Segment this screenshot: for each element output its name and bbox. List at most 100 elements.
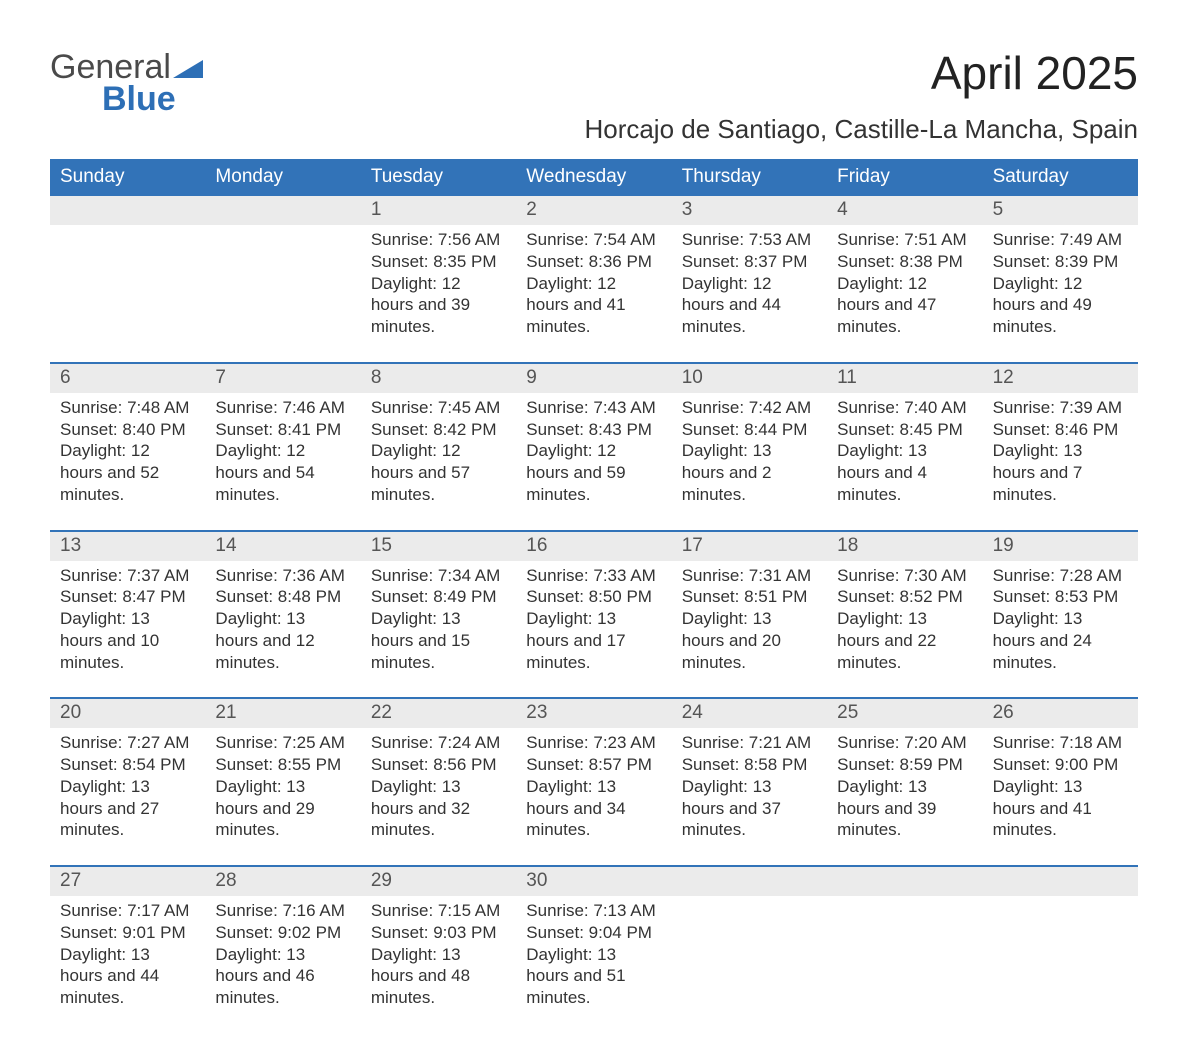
day-cell: Sunrise: 7:31 AMSunset: 8:51 PMDaylight:… [672,561,827,684]
sunset-line: Sunset: 8:37 PM [682,251,817,273]
daylight-line: Daylight: 13 hours and 22 minutes. [837,608,972,673]
day-cell: Sunrise: 7:49 AMSunset: 8:39 PMDaylight:… [983,225,1138,348]
daylight-line: Daylight: 13 hours and 17 minutes. [526,608,661,673]
daylight-line: Daylight: 13 hours and 29 minutes. [215,776,350,841]
dow-cell: Sunday [50,159,205,196]
day-cell: Sunrise: 7:16 AMSunset: 9:02 PMDaylight:… [205,896,360,1019]
daybody-row: Sunrise: 7:37 AMSunset: 8:47 PMDaylight:… [50,561,1138,684]
day-number: 29 [361,867,516,896]
sunset-line: Sunset: 8:39 PM [993,251,1128,273]
sunrise-line: Sunrise: 7:18 AM [993,732,1128,754]
day-number: 6 [50,364,205,393]
day-cell [50,225,205,348]
day-number: 5 [983,196,1138,225]
sunset-line: Sunset: 8:38 PM [837,251,972,273]
day-cell: Sunrise: 7:37 AMSunset: 8:47 PMDaylight:… [50,561,205,684]
calendar-page: General Blue April 2025 Horcajo de Santi… [0,0,1188,1059]
sunset-line: Sunset: 8:49 PM [371,586,506,608]
logo: General Blue [50,50,203,116]
daylight-line: Daylight: 13 hours and 46 minutes. [215,944,350,1009]
day-cell: Sunrise: 7:20 AMSunset: 8:59 PMDaylight:… [827,728,982,851]
daylight-line: Daylight: 13 hours and 37 minutes. [682,776,817,841]
dow-cell: Saturday [983,159,1138,196]
day-number: 21 [205,699,360,728]
page-title: April 2025 [584,50,1138,96]
day-number: 14 [205,532,360,561]
day-number: 25 [827,699,982,728]
daylight-line: Daylight: 13 hours and 2 minutes. [682,440,817,505]
sunset-line: Sunset: 9:00 PM [993,754,1128,776]
daylight-line: Daylight: 13 hours and 41 minutes. [993,776,1128,841]
dow-cell: Monday [205,159,360,196]
sunset-line: Sunset: 8:48 PM [215,586,350,608]
daylight-line: Daylight: 12 hours and 47 minutes. [837,273,972,338]
sunrise-line: Sunrise: 7:15 AM [371,900,506,922]
day-number: 1 [361,196,516,225]
day-number: 4 [827,196,982,225]
daylight-line: Daylight: 13 hours and 51 minutes. [526,944,661,1009]
calendar-week: 6789101112Sunrise: 7:48 AMSunset: 8:40 P… [50,362,1138,516]
calendar-grid: SundayMondayTuesdayWednesdayThursdayFrid… [50,159,1138,1019]
day-cell: Sunrise: 7:36 AMSunset: 8:48 PMDaylight:… [205,561,360,684]
dow-cell: Wednesday [516,159,671,196]
logo-text-1: General [50,50,171,84]
sunset-line: Sunset: 9:02 PM [215,922,350,944]
day-cell: Sunrise: 7:39 AMSunset: 8:46 PMDaylight:… [983,393,1138,516]
day-cell: Sunrise: 7:34 AMSunset: 8:49 PMDaylight:… [361,561,516,684]
sunrise-line: Sunrise: 7:46 AM [215,397,350,419]
day-cell: Sunrise: 7:43 AMSunset: 8:43 PMDaylight:… [516,393,671,516]
day-number [827,867,982,896]
sunset-line: Sunset: 8:35 PM [371,251,506,273]
day-number: 22 [361,699,516,728]
daylight-line: Daylight: 12 hours and 44 minutes. [682,273,817,338]
day-number: 18 [827,532,982,561]
day-number [50,196,205,225]
daybody-row: Sunrise: 7:56 AMSunset: 8:35 PMDaylight:… [50,225,1138,348]
day-cell: Sunrise: 7:13 AMSunset: 9:04 PMDaylight:… [516,896,671,1019]
daynum-row: 20212223242526 [50,699,1138,728]
sunset-line: Sunset: 8:59 PM [837,754,972,776]
day-cell: Sunrise: 7:51 AMSunset: 8:38 PMDaylight:… [827,225,982,348]
daylight-line: Daylight: 12 hours and 52 minutes. [60,440,195,505]
day-cell: Sunrise: 7:18 AMSunset: 9:00 PMDaylight:… [983,728,1138,851]
sunset-line: Sunset: 8:58 PM [682,754,817,776]
sunset-line: Sunset: 8:47 PM [60,586,195,608]
day-cell: Sunrise: 7:25 AMSunset: 8:55 PMDaylight:… [205,728,360,851]
logo-text-2: Blue [50,82,203,116]
sunset-line: Sunset: 8:36 PM [526,251,661,273]
sunset-line: Sunset: 8:43 PM [526,419,661,441]
day-number: 9 [516,364,671,393]
day-number: 19 [983,532,1138,561]
daylight-line: Daylight: 13 hours and 4 minutes. [837,440,972,505]
sunset-line: Sunset: 8:53 PM [993,586,1128,608]
day-number: 8 [361,364,516,393]
sunset-line: Sunset: 9:04 PM [526,922,661,944]
daybody-row: Sunrise: 7:27 AMSunset: 8:54 PMDaylight:… [50,728,1138,851]
sunset-line: Sunset: 8:42 PM [371,419,506,441]
weeks-container: 12345Sunrise: 7:56 AMSunset: 8:35 PMDayl… [50,196,1138,1019]
sunrise-line: Sunrise: 7:34 AM [371,565,506,587]
sunrise-line: Sunrise: 7:27 AM [60,732,195,754]
day-number: 20 [50,699,205,728]
calendar-week: 13141516171819Sunrise: 7:37 AMSunset: 8:… [50,530,1138,684]
daybody-row: Sunrise: 7:17 AMSunset: 9:01 PMDaylight:… [50,896,1138,1019]
logo-line1: General [50,50,203,84]
sunrise-line: Sunrise: 7:20 AM [837,732,972,754]
daynum-row: 12345 [50,196,1138,225]
day-cell: Sunrise: 7:54 AMSunset: 8:36 PMDaylight:… [516,225,671,348]
calendar-week: 12345Sunrise: 7:56 AMSunset: 8:35 PMDayl… [50,196,1138,348]
day-number: 2 [516,196,671,225]
daylight-line: Daylight: 13 hours and 27 minutes. [60,776,195,841]
daylight-line: Daylight: 12 hours and 57 minutes. [371,440,506,505]
day-number [205,196,360,225]
daylight-line: Daylight: 13 hours and 10 minutes. [60,608,195,673]
sunrise-line: Sunrise: 7:33 AM [526,565,661,587]
day-number: 30 [516,867,671,896]
daylight-line: Daylight: 12 hours and 41 minutes. [526,273,661,338]
day-number: 28 [205,867,360,896]
day-number: 11 [827,364,982,393]
daybody-row: Sunrise: 7:48 AMSunset: 8:40 PMDaylight:… [50,393,1138,516]
sunrise-line: Sunrise: 7:36 AM [215,565,350,587]
sunset-line: Sunset: 8:55 PM [215,754,350,776]
day-cell: Sunrise: 7:53 AMSunset: 8:37 PMDaylight:… [672,225,827,348]
